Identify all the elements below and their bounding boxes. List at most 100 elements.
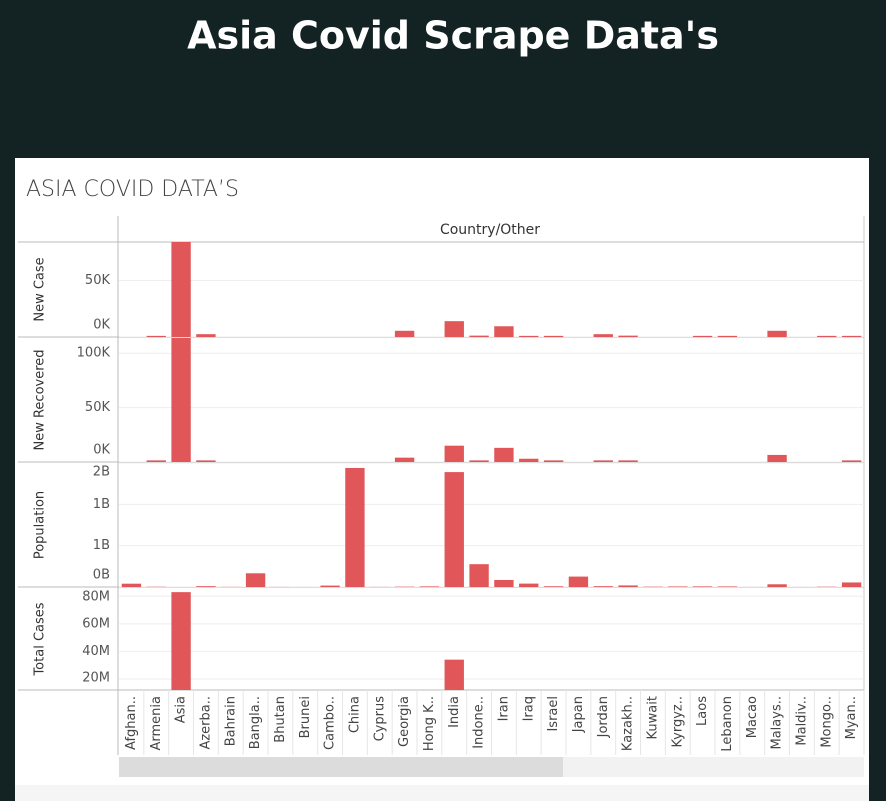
y-tick-label: 100K bbox=[77, 346, 111, 361]
bar bbox=[692, 335, 713, 337]
x-tick-label: Malays.. bbox=[770, 696, 785, 750]
x-tick-label: Armenia bbox=[149, 696, 164, 751]
y-tick-label: 50K bbox=[85, 273, 111, 288]
x-tick-label: Bahrain bbox=[223, 696, 238, 746]
bar bbox=[196, 334, 216, 337]
toolbar bbox=[15, 785, 869, 801]
bar bbox=[717, 586, 738, 587]
x-tick-label: Myan.. bbox=[844, 696, 859, 739]
bar bbox=[171, 592, 191, 690]
bar bbox=[668, 586, 688, 587]
bar bbox=[692, 586, 713, 587]
y-tick-label: 50K bbox=[85, 400, 111, 415]
y-tick-label: 1B bbox=[93, 538, 110, 553]
x-tick-label: Jordan bbox=[596, 696, 611, 738]
bar bbox=[841, 460, 862, 462]
x-tick-label: Georgia bbox=[397, 696, 412, 747]
bar bbox=[469, 564, 489, 587]
bar bbox=[593, 334, 613, 337]
x-tick-label: Cambo.. bbox=[323, 696, 338, 750]
x-tick-label: Maldiv.. bbox=[794, 696, 809, 746]
x-tick-label: Kuwait bbox=[645, 696, 660, 739]
x-tick-label: Bangla.. bbox=[248, 696, 263, 749]
bar bbox=[394, 330, 415, 337]
bar bbox=[519, 583, 539, 587]
y-axis-title: Population bbox=[33, 491, 48, 559]
x-tick-label: Japan bbox=[571, 696, 586, 733]
bar bbox=[841, 582, 862, 587]
bar bbox=[618, 585, 638, 587]
x-tick-label: Brunei bbox=[298, 696, 313, 738]
bar bbox=[171, 338, 191, 462]
bar bbox=[519, 458, 539, 462]
y-axis-title: New Recovered bbox=[33, 349, 48, 450]
bar bbox=[767, 454, 787, 462]
bar bbox=[767, 584, 787, 587]
x-tick-label: Indone.. bbox=[472, 696, 487, 749]
bar bbox=[593, 586, 613, 587]
x-tick-label: Bhutan bbox=[273, 696, 288, 743]
x-tick-label: Laos bbox=[695, 696, 710, 726]
bar bbox=[320, 585, 340, 587]
bar bbox=[469, 335, 489, 337]
x-tick-label: Cyprus bbox=[372, 696, 387, 742]
x-tick-label: Lebanon bbox=[720, 696, 735, 752]
x-tick-label: Asia bbox=[174, 696, 189, 723]
bar bbox=[444, 321, 464, 337]
bar bbox=[121, 583, 142, 587]
bar bbox=[245, 573, 266, 587]
x-tick-label: Macao bbox=[745, 696, 760, 738]
y-axis-title: New Case bbox=[33, 257, 48, 321]
bar bbox=[419, 586, 440, 587]
bar bbox=[767, 330, 787, 337]
x-tick-label: Iran bbox=[496, 696, 511, 721]
bar bbox=[196, 460, 216, 462]
bar bbox=[444, 445, 464, 462]
bar bbox=[593, 460, 613, 462]
y-tick-label: 60M bbox=[82, 616, 110, 631]
bar bbox=[146, 335, 166, 337]
x-tick-label: Kazakh.. bbox=[621, 696, 636, 751]
y-tick-label: 0B bbox=[93, 568, 110, 583]
bar bbox=[444, 472, 464, 587]
y-tick-label: 80M bbox=[82, 590, 110, 605]
y-tick-label: 2B bbox=[93, 465, 110, 480]
x-tick-label: China bbox=[347, 696, 362, 733]
bar bbox=[146, 460, 166, 462]
bar bbox=[543, 586, 564, 587]
y-tick-label: 20M bbox=[82, 671, 110, 686]
bar bbox=[717, 335, 738, 337]
bar bbox=[618, 460, 638, 462]
bar bbox=[618, 335, 638, 337]
x-tick-label: Israel bbox=[546, 696, 561, 732]
bar bbox=[543, 460, 564, 462]
y-tick-label: 1B bbox=[93, 497, 110, 512]
bar bbox=[817, 335, 837, 337]
y-tick-label: 0K bbox=[93, 318, 110, 333]
bar bbox=[841, 335, 862, 337]
x-tick-label: Azerba.. bbox=[198, 696, 213, 750]
bar bbox=[494, 326, 514, 337]
bar bbox=[196, 586, 216, 587]
x-axis-title: Country/Other bbox=[440, 222, 540, 238]
y-axis-title: Total Cases bbox=[33, 602, 48, 676]
x-tick-label: Mongo.. bbox=[819, 696, 834, 748]
bar bbox=[394, 457, 415, 462]
x-tick-label: Iraq bbox=[521, 696, 536, 721]
x-tick-label: Kyrgyz.. bbox=[670, 696, 685, 747]
page-title: Asia Covid Scrape Data's bbox=[187, 14, 719, 58]
bar bbox=[494, 447, 514, 462]
y-tick-label: 0K bbox=[93, 443, 110, 458]
bar bbox=[519, 335, 539, 337]
bar bbox=[469, 460, 489, 462]
x-tick-label: Afghan.. bbox=[124, 696, 139, 750]
bar bbox=[543, 335, 564, 337]
bar bbox=[345, 467, 365, 587]
bar bbox=[171, 242, 191, 337]
bar bbox=[444, 659, 464, 690]
y-tick-label: 40M bbox=[82, 644, 110, 659]
bar bbox=[494, 579, 514, 587]
scroll-thumb[interactable] bbox=[119, 757, 563, 777]
